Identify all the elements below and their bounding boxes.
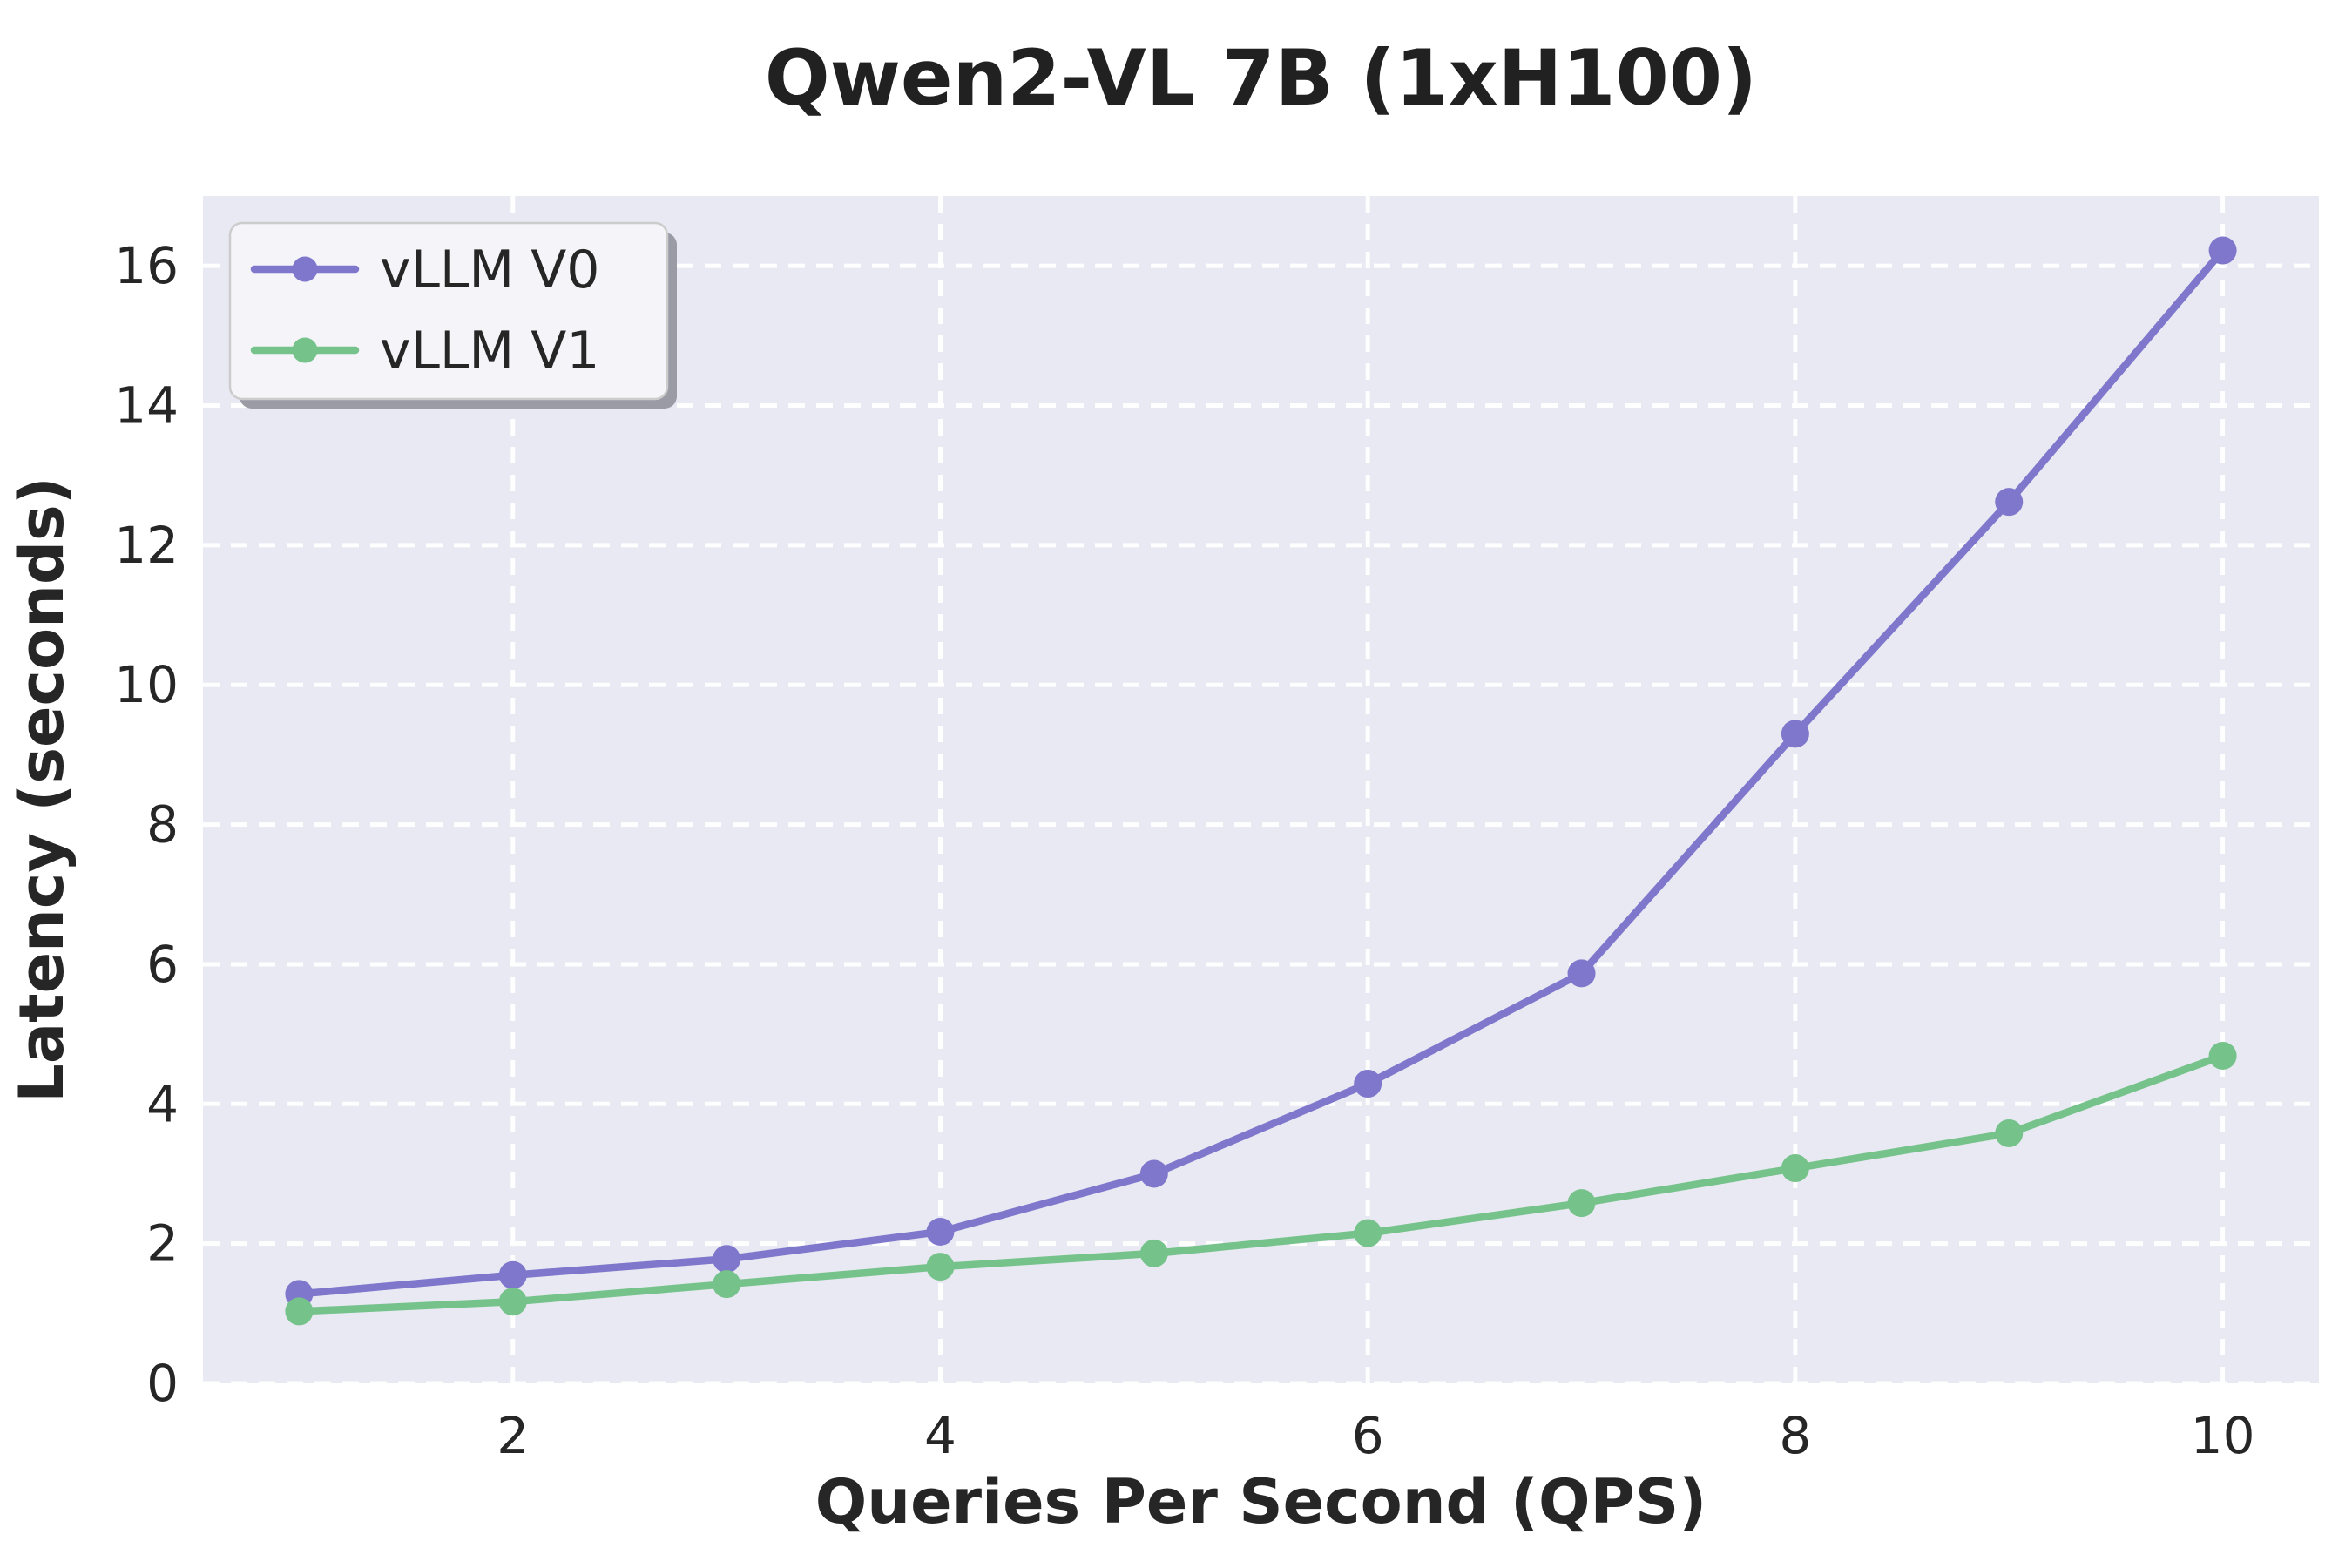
x-tick-label: 2	[497, 1406, 529, 1465]
series-line-vllm-v1	[295, 1051, 2227, 1315]
data-point-marker	[1781, 720, 1809, 748]
data-point-marker	[1354, 1070, 1382, 1098]
data-point-marker	[2208, 1041, 2237, 1070]
data-point-marker	[713, 1270, 741, 1299]
y-tick-label: 14	[114, 376, 179, 436]
data-point-marker	[926, 1218, 955, 1247]
y-tick-label: 4	[146, 1074, 179, 1133]
data-point-marker	[1567, 1189, 1596, 1218]
legend-label: vLLM V1	[380, 321, 599, 382]
y-tick-label: 6	[146, 935, 179, 994]
data-point-marker	[1781, 1154, 1809, 1183]
data-point-marker	[2208, 236, 2237, 265]
legend-marker	[292, 256, 318, 282]
y-tick-label: 16	[114, 236, 179, 295]
data-point-marker	[1139, 1239, 1168, 1267]
x-tick-label: 6	[1352, 1406, 1384, 1465]
y-tick-label: 8	[146, 795, 179, 855]
data-point-marker	[1995, 488, 2024, 517]
legend-marker	[292, 337, 318, 363]
chart-title: Qwen2-VL 7B (1xH100)	[765, 33, 1757, 123]
data-point-marker	[926, 1253, 955, 1281]
y-tick-label: 10	[114, 655, 179, 714]
y-tick-label: 2	[146, 1214, 179, 1274]
data-point-marker	[285, 1297, 314, 1326]
legend-label: vLLM V0	[380, 240, 599, 301]
y-tick-label: 12	[114, 516, 179, 575]
data-point-marker	[713, 1245, 741, 1274]
data-point-marker	[1139, 1159, 1168, 1188]
series-line-vllm-v0	[295, 247, 2227, 1298]
data-point-marker	[1354, 1219, 1382, 1247]
data-point-marker	[1567, 959, 1596, 988]
x-axis-label: Queries Per Second (QPS)	[815, 1466, 1707, 1538]
x-tick-label: 8	[1779, 1406, 1811, 1465]
data-point-marker	[1995, 1119, 2024, 1147]
data-point-marker	[498, 1288, 527, 1316]
data-point-marker	[498, 1260, 527, 1289]
x-tick-label: 4	[924, 1406, 956, 1465]
x-tick-label: 10	[2191, 1406, 2255, 1465]
y-axis-label: Latency (seconds)	[6, 476, 78, 1102]
y-tick-label: 0	[146, 1354, 179, 1413]
